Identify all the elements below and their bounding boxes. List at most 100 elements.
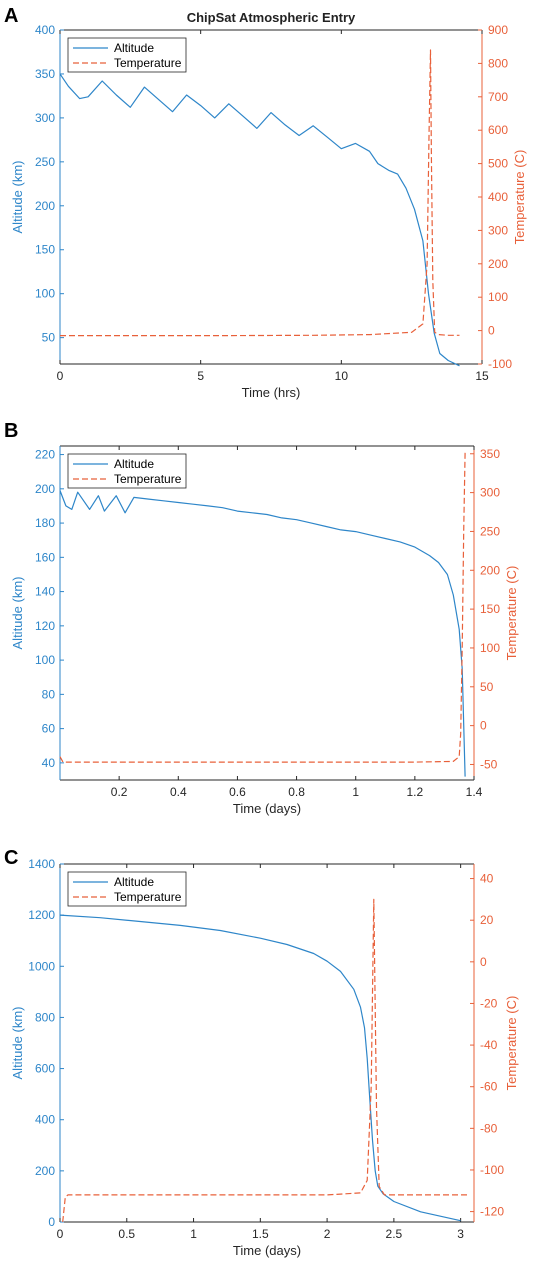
x-tick-label: 15	[475, 369, 489, 383]
x-tick-label: 0.4	[170, 785, 187, 799]
y-left-tick-label: 50	[42, 331, 56, 345]
y-left-tick-label: 180	[35, 516, 55, 530]
series-line-temperature	[60, 49, 460, 337]
y-left-tick-label: 250	[35, 155, 55, 169]
panel-letter: B	[4, 420, 18, 442]
y-left-axis-label: Altitude (km)	[10, 161, 25, 234]
y-left-tick-label: 600	[35, 1062, 55, 1076]
chart-panel-a: A ChipSat Atmospheric Entry 0 5 10 15 50 100 150…	[4, 5, 527, 400]
x-tick-label: 1.2	[407, 785, 424, 799]
y-right-tick-label: -120	[480, 1205, 504, 1219]
x-tick-label: 2.5	[386, 1227, 403, 1241]
y-left-tick-label: 60	[42, 722, 56, 736]
series-line-altitude	[59, 490, 466, 777]
panel-letter: C	[4, 847, 18, 869]
y-left-tick-label: 200	[35, 1164, 55, 1178]
y-right-tick-label: -60	[480, 1080, 498, 1094]
x-tick-label: 0.6	[229, 785, 246, 799]
y-right-tick-label: 900	[488, 23, 508, 37]
panel-letter: A	[4, 5, 18, 27]
y-right-tick-label: 250	[480, 524, 500, 538]
y-right-tick-label: -100	[488, 357, 512, 371]
y-left-tick-label: 1200	[28, 908, 55, 922]
y-left-tick-label: 400	[35, 1113, 55, 1127]
x-tick-label: 1.4	[466, 785, 483, 799]
y-right-tick-label: 50	[480, 680, 494, 694]
x-axis-label: Time (hrs)	[242, 385, 301, 400]
y-left-tick-label: 220	[35, 448, 55, 462]
y-right-tick-label: 200	[480, 563, 500, 577]
x-tick-label: 0	[57, 369, 64, 383]
y-left-tick-label: 200	[35, 482, 55, 496]
legend-label-altitude: Altitude	[114, 41, 154, 55]
y-right-tick-label: -100	[480, 1163, 504, 1177]
x-tick-label: 1	[352, 785, 359, 799]
x-tick-label: 0.8	[288, 785, 305, 799]
y-right-tick-label: 100	[488, 290, 508, 304]
legend-label-temperature: Temperature	[114, 56, 182, 70]
chart-panel-c: C0 0.5 1 1.5 2 2.5 30200400600800100012001400-…	[4, 847, 519, 1258]
y-left-tick-label: 100	[35, 653, 55, 667]
legend-label-temperature: Temperature	[114, 472, 182, 486]
legend-label-altitude: Altitude	[114, 457, 154, 471]
y-right-tick-label: -80	[480, 1121, 498, 1135]
x-axis-label: Time (days)	[233, 1243, 301, 1258]
y-right-axis-label: Temperature (C)	[512, 150, 527, 245]
y-right-axis-label: Temperature (C)	[504, 996, 519, 1091]
x-tick-label: 0	[57, 1227, 64, 1241]
y-right-tick-label: 350	[480, 447, 500, 461]
y-left-tick-label: 300	[35, 111, 55, 125]
series-line-temperature	[59, 452, 466, 763]
y-right-tick-label: 20	[480, 913, 494, 927]
y-right-axis-label: Temperature (C)	[504, 566, 519, 661]
y-left-tick-label: 1400	[28, 857, 55, 871]
x-tick-label: 1	[190, 1227, 197, 1241]
legend-box	[67, 37, 187, 73]
legend-box	[67, 871, 187, 907]
x-tick-label: 10	[335, 369, 349, 383]
x-tick-label: 0.5	[118, 1227, 135, 1241]
y-left-tick-label: 800	[35, 1010, 55, 1024]
y-right-tick-label: 600	[488, 123, 508, 137]
y-right-tick-label: 300	[488, 223, 508, 237]
y-right-tick-label: 0	[488, 324, 495, 338]
y-left-tick-label: 0	[48, 1215, 55, 1229]
series-line-altitude	[59, 914, 461, 1222]
y-left-tick-label: 150	[35, 243, 55, 257]
series-line-altitude	[59, 73, 460, 367]
chart-title: ChipSat Atmospheric Entry	[187, 10, 356, 25]
y-right-tick-label: 800	[488, 56, 508, 70]
legend-box	[67, 453, 187, 489]
y-left-tick-label: 350	[35, 67, 55, 81]
y-left-tick-label: 120	[35, 619, 55, 633]
y-right-tick-label: 0	[480, 955, 487, 969]
y-right-tick-label: 500	[488, 157, 508, 171]
y-right-tick-label: 40	[480, 872, 494, 886]
legend-label-altitude: Altitude	[114, 875, 154, 889]
y-left-tick-label: 200	[35, 199, 55, 213]
y-right-tick-label: 300	[480, 486, 500, 500]
y-right-tick-label: 0	[480, 719, 487, 733]
y-right-tick-label: 100	[480, 641, 500, 655]
x-tick-label: 3	[457, 1227, 464, 1241]
y-left-tick-label: 100	[35, 287, 55, 301]
chart-panel-b: B 0.2 0.4 0.6 0.8 1 1.2 1.4 40 60 80 100 120 140 160 18…	[4, 420, 519, 816]
y-right-tick-label: 200	[488, 257, 508, 271]
x-axis-label: Time (days)	[233, 801, 301, 816]
y-left-tick-label: 140	[35, 585, 55, 599]
y-right-tick-label: 400	[488, 190, 508, 204]
x-tick-label: 0.2	[111, 785, 128, 799]
series-line-temperature	[62, 898, 468, 1223]
y-right-tick-label: -50	[480, 757, 498, 771]
y-left-tick-label: 160	[35, 550, 55, 564]
x-tick-label: 1.5	[252, 1227, 269, 1241]
y-left-axis-label: Altitude (km)	[10, 1007, 25, 1080]
y-right-tick-label: -40	[480, 1038, 498, 1052]
y-left-tick-label: 400	[35, 23, 55, 37]
x-tick-label: 2	[324, 1227, 331, 1241]
y-left-tick-label: 1000	[28, 959, 55, 973]
